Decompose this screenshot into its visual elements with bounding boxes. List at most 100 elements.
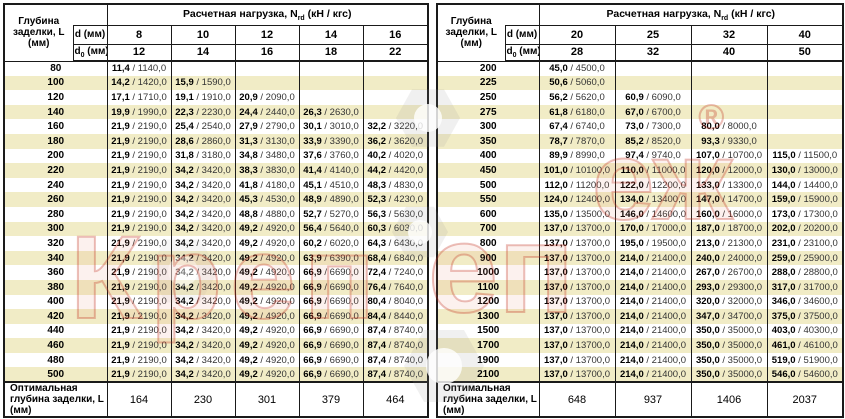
d0-label: d0 (мм) [504, 43, 540, 62]
load-value-cell: 137,0 / 13700,0 [538, 323, 616, 339]
embedment-depth-value: 1300 [436, 309, 540, 324]
load-value-cell: 346,0 / 34600,0 [766, 294, 844, 310]
load-value-cell: 21,9 / 2190,0 [106, 221, 172, 237]
header-filler [505, 3, 540, 26]
load-value-cell: 37,6 / 3760,0 [298, 148, 364, 164]
load-value-cell: 60,2 / 6020,0 [298, 236, 364, 251]
load-value-cell: 137,0 / 13700,0 [538, 221, 616, 237]
header-row-d: d (мм) 8 10 12 14 16 [4, 24, 429, 45]
embedment-depth-value: 220 [3, 163, 108, 178]
optimal-depth-label: Оптимальная глубина заделки, L (мм) [436, 381, 540, 418]
load-value-cell: 137,0 / 13700,0 [538, 250, 616, 266]
d-label: d (мм) [72, 24, 108, 45]
load-value-cell [362, 104, 429, 120]
table-row: 400 89,9 / 8990,0 97,4 / 9740,0 107,0 / 107… [436, 148, 844, 164]
table-row: 120 17,1 / 1710,0 19,1 / 1910,0 20,9 / 2090… [3, 90, 429, 105]
load-value-cell: 137,0 / 13700,0 [538, 309, 616, 324]
load-value-cell: 267,0 / 26700,0 [690, 265, 768, 280]
load-value-cell: 240,0 / 24000,0 [690, 250, 768, 266]
embedment-depth-value: 440 [3, 323, 108, 339]
load-value-cell: 350,0 / 35000,0 [690, 352, 768, 368]
embedment-depth-value: 140 [3, 104, 108, 120]
embedment-depth-value: 240 [3, 177, 108, 193]
load-value-cell: 317,0 / 31700,0 [766, 279, 844, 295]
load-value-cell: 27,9 / 2790,0 [234, 119, 300, 134]
load-value-cell: 15,9 / 1590,0 [170, 75, 236, 91]
load-value-cell: 124,0 / 12400,0 [538, 192, 616, 207]
embedment-depth-value: 550 [436, 192, 540, 207]
d-value: 16 [362, 24, 429, 45]
load-value-cell: 187,0 / 18700,0 [690, 221, 768, 237]
embedment-depth-value: 2100 [436, 367, 540, 383]
embedment-depth-value: 120 [3, 90, 108, 105]
load-value-cell: 30,1 / 3010,0 [298, 119, 364, 134]
load-value-cell: 202,0 / 20200,0 [766, 221, 844, 237]
load-value-cell [690, 75, 768, 91]
embedment-depth-value: 460 [3, 338, 108, 353]
load-value-cell: 34,2 / 3420,0 [170, 206, 236, 222]
d0-value: 18 [298, 43, 364, 62]
load-value-cell: 21,9 / 2190,0 [106, 163, 172, 178]
load-value-cell: 195,0 / 19500,0 [614, 236, 692, 251]
load-value-cell: 137,0 / 13700,0 [538, 265, 616, 280]
load-header-text: Расчетная нагрузка, N [182, 7, 298, 20]
load-subscript: rd [721, 14, 729, 22]
embedment-depth-value: 280 [3, 206, 108, 222]
load-value-cell: 45,0 / 4500,0 [538, 61, 616, 76]
embedment-depth-value: 300 [436, 119, 540, 134]
load-value-cell: 48,3 / 4830,0 [362, 177, 429, 193]
embedment-depth-value: 480 [3, 352, 108, 368]
table-row: 200 45,0 / 4500,0 [436, 61, 844, 76]
load-value-cell: 87,4 / 8740,0 [362, 367, 429, 383]
embedment-depth-value: 380 [3, 279, 108, 295]
load-value-cell: 31,8 / 3180,0 [170, 148, 236, 164]
load-value-cell: 21,9 / 2190,0 [106, 338, 172, 353]
load-value-cell: 34,2 / 3420,0 [170, 352, 236, 368]
load-value-cell: 49,2 / 4920,0 [234, 323, 300, 339]
optimal-depth-row: Оптимальная глубина заделки, L (мм) 648 … [436, 381, 844, 418]
load-value-cell: 32,2 / 3220,0 [362, 119, 429, 134]
table-row: 1000 137,0 / 13700,0 214,0 / 21400,0 267,0 … [436, 265, 844, 280]
load-value-cell: 52,7 / 5270,0 [298, 206, 364, 222]
load-value-cell: 49,2 / 4920,0 [234, 221, 300, 237]
load-value-cell: 546,0 / 54600,0 [766, 367, 844, 383]
load-value-cell: 19,1 / 1910,0 [170, 90, 236, 105]
load-value-cell: 25,4 / 2540,0 [170, 119, 236, 134]
load-value-cell: 24,4 / 2440,0 [234, 104, 300, 120]
load-value-cell [298, 75, 364, 91]
load-value-cell: 110,0 / 11000,0 [614, 163, 692, 178]
optimal-depth-label: Оптимальная глубина заделки, L (мм) [3, 381, 108, 418]
embedment-depth-value: 180 [3, 133, 108, 149]
load-value-cell: 41,8 / 4180,0 [234, 177, 300, 193]
load-value-cell: 107,0 / 10700,0 [690, 148, 768, 164]
load-value-cell: 87,4 / 8740,0 [362, 323, 429, 339]
optimal-depth-value: 1406 [690, 381, 768, 418]
d0-value: 28 [538, 43, 616, 62]
load-value-cell [690, 61, 768, 76]
load-value-cell: 137,0 / 13700,0 [538, 367, 616, 383]
header-row-d0: d0 (мм) 12 14 16 18 22 [4, 43, 429, 62]
header-filler [73, 3, 108, 26]
load-value-cell: 21,9 / 2190,0 [106, 352, 172, 368]
load-value-cell: 56,3 / 5630,0 [362, 206, 429, 222]
load-value-cell: 28,6 / 2860,0 [170, 133, 236, 149]
load-value-cell [766, 104, 844, 120]
load-units: (кН / кгс) [728, 7, 776, 20]
load-value-cell: 14,2 / 1420,0 [106, 75, 172, 91]
load-value-cell: 160,0 / 16000,0 [690, 206, 768, 222]
load-value-cell: 21,9 / 2190,0 [106, 294, 172, 310]
embedment-depth-value: 1900 [436, 352, 540, 368]
load-value-cell: 45,3 / 4530,0 [234, 192, 300, 207]
load-value-cell [766, 61, 844, 76]
table-row: 200 21,9 / 2190,0 31,8 / 3180,0 34,8 / 3480… [3, 148, 429, 164]
load-value-cell: 34,2 / 3420,0 [170, 221, 236, 237]
embedment-depth-value: 420 [3, 309, 108, 324]
table-row: 180 21,9 / 2190,0 28,6 / 2860,0 31,3 / 3130… [3, 133, 429, 149]
load-value-cell: 89,9 / 8990,0 [538, 148, 616, 164]
load-value-cell: 84,4 / 8440,0 [362, 309, 429, 324]
load-value-cell: 34,2 / 3420,0 [170, 367, 236, 383]
load-value-cell: 93,3 / 9330,0 [690, 133, 768, 149]
load-units: (кН / кгс) [304, 7, 352, 20]
load-value-cell: 461,0 / 46100,0 [766, 338, 844, 353]
embedment-depth-value: 320 [3, 236, 108, 251]
